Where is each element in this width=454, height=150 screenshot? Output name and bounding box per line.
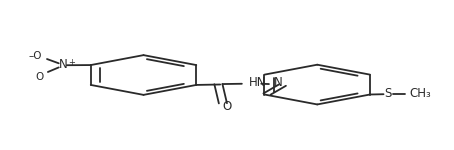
Text: –O: –O — [29, 51, 42, 61]
Text: N: N — [59, 58, 68, 71]
Text: CH₃: CH₃ — [410, 87, 431, 100]
Text: O: O — [223, 100, 232, 113]
Text: HN: HN — [249, 76, 266, 89]
Text: O: O — [36, 72, 44, 82]
Text: S: S — [385, 87, 392, 100]
Text: +: + — [68, 58, 75, 67]
Text: N: N — [273, 76, 282, 89]
